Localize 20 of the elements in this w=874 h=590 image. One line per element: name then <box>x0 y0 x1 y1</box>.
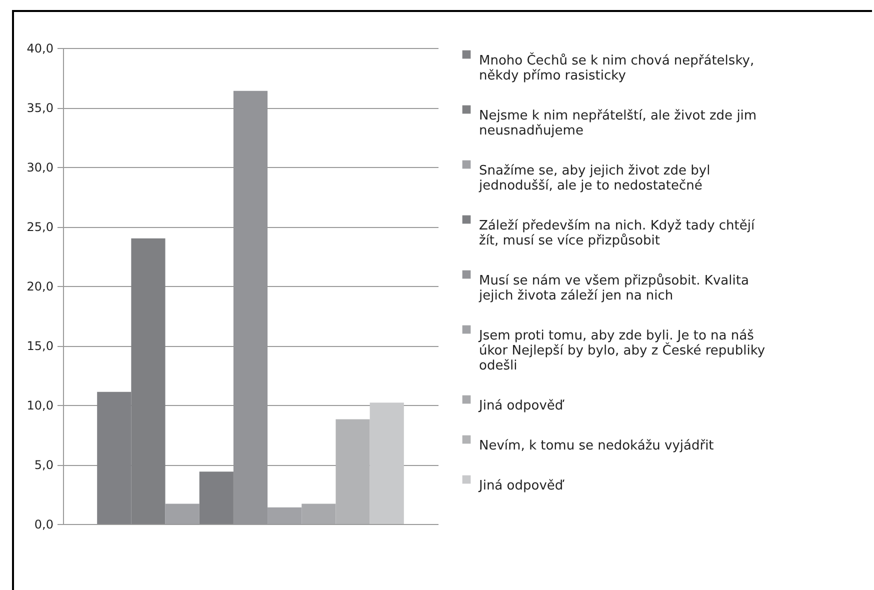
y-tick-label: 25,0 <box>26 220 54 234</box>
y-tick-label: 40,0 <box>26 42 54 56</box>
legend-label: Snažíme se, aby jejich život zde byl jednodušší, ale je to nedostatečné <box>478 164 710 194</box>
legend-label: Jiná odpověď <box>478 398 565 414</box>
y-tick-label: 35,0 <box>26 101 54 115</box>
bar <box>370 402 404 524</box>
legend-label: Jiná odpověď <box>478 478 565 494</box>
legend-label: Nejsme k nim nepřátelští, ale život zde jim neusnadňujeme <box>479 108 757 138</box>
y-tick-label: 5,0 <box>34 458 54 472</box>
y-tick-label: 10,0 <box>26 398 54 412</box>
legend-label: Záleží především na nich. Když tady chtějí žít, musí se více přizpůsobit <box>479 218 755 248</box>
y-tick-label: 15,0 <box>26 339 54 353</box>
y-tick-label: 30,0 <box>26 160 54 174</box>
y-tick-label: 0,0 <box>34 518 54 532</box>
bar <box>199 472 234 524</box>
legend-label: Mnoho Čechů se k nim chová nepřátelsky, někdy přímo rasisticky <box>479 52 754 84</box>
legend-label: Musí se nám ve všem přizpůsobit. Kvalita jejich života záleží jen na nich <box>478 272 749 304</box>
legend-label: Nevím, k tomu se nedokážu vyjádřit <box>479 438 714 454</box>
legend-label: Jsem proti tomu, aby zde byli. Je to na náš úkor Nejlepší by bylo, aby z České republiky odešli <box>478 328 766 374</box>
y-tick-label: 20,0 <box>26 280 54 294</box>
